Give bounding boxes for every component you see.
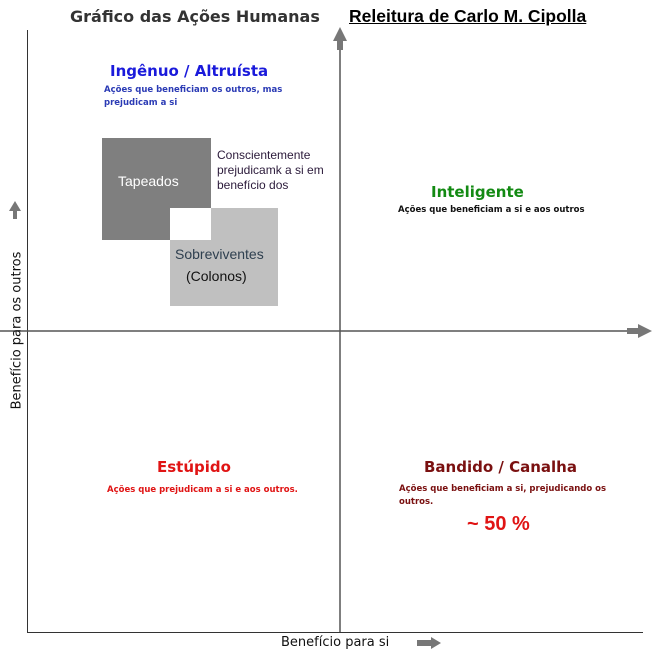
quadrant-estupido-title: Estúpido: [157, 458, 231, 476]
y-axis-label: Benefício para os outros: [9, 251, 25, 410]
quadrant-inteligente-title: Inteligente: [431, 183, 524, 201]
chart-subtitle: Releitura de Carlo M. Cipolla: [349, 6, 587, 26]
y-label-arrow-icon: [9, 201, 21, 219]
x-axis-label: Benefício para si: [281, 635, 390, 650]
quadrant-inteligente-description: Ações que beneficiam a si e aos outros: [398, 205, 585, 215]
x-axis-arrow-icon: [627, 324, 652, 338]
tapeados-label: Tapeados: [118, 173, 179, 189]
x-label-arrow-icon: [417, 637, 441, 649]
frame-bottom-border: [27, 632, 643, 633]
quadrant-ingenuo-description: Ações que beneficiam os outros, mas prej…: [104, 85, 283, 108]
y-axis-arrow-icon: [333, 27, 347, 50]
sobreviventes-label: Sobreviventes: [175, 246, 264, 262]
bandido-percentage: ~ 50 %: [467, 513, 530, 535]
quadrant-ingenuo-title: Ingênuo / Altruísta: [110, 62, 269, 80]
colonos-label: (Colonos): [186, 268, 247, 284]
chart-title: Gráfico das Ações Humanas: [70, 7, 320, 26]
quadrant-estupido-description: Ações que prejudicam a si e aos outros.: [107, 485, 298, 495]
box-notch: [170, 208, 211, 240]
box-annotation: Conscientemente prejudicamk a si em bene…: [217, 148, 324, 192]
quadrant-bandido-title: Bandido / Canalha: [424, 458, 577, 476]
quadrant-bandido-description: Ações que beneficiam a si, prejudicando …: [399, 484, 607, 507]
